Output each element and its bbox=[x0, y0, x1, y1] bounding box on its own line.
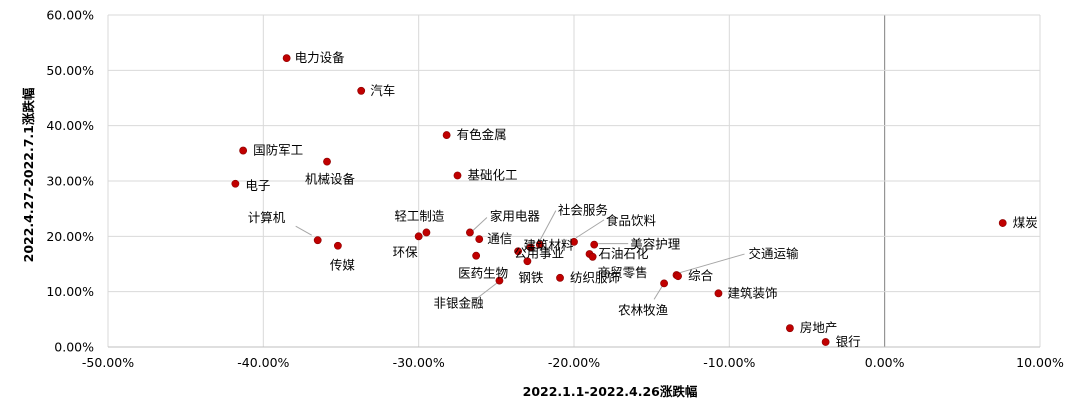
point-label: 农林牧渔 bbox=[618, 302, 668, 317]
point-label: 传媒 bbox=[330, 258, 356, 273]
point-label: 石油石化 bbox=[599, 246, 650, 261]
data-point bbox=[239, 146, 248, 155]
point-label: 交通运输 bbox=[749, 246, 800, 261]
x-tick-label: 0.00% bbox=[865, 355, 905, 370]
x-tick-label: -50.00% bbox=[82, 355, 134, 370]
data-point bbox=[323, 157, 331, 166]
x-tick-label: -40.00% bbox=[237, 355, 289, 370]
point-label: 房地产 bbox=[800, 320, 838, 335]
y-tick-label: 10.00% bbox=[46, 284, 94, 299]
point-label: 纺织服饰 bbox=[570, 270, 620, 285]
data-point bbox=[590, 240, 599, 249]
point-label: 环保 bbox=[393, 244, 419, 259]
point-label: 煤炭 bbox=[1013, 215, 1038, 230]
data-point bbox=[475, 235, 484, 243]
data-point bbox=[472, 251, 481, 260]
point-label: 有色金属 bbox=[457, 127, 507, 142]
point-label: 家用电器 bbox=[490, 208, 541, 223]
data-point bbox=[466, 228, 474, 237]
point-label: 钢铁 bbox=[518, 270, 544, 285]
data-point bbox=[535, 240, 544, 249]
x-tick-label: -20.00% bbox=[548, 355, 600, 370]
point-label: 计算机 bbox=[248, 210, 286, 225]
point-label: 国防军工 bbox=[253, 143, 303, 158]
point-label: 银行 bbox=[836, 334, 861, 349]
leader-line bbox=[575, 219, 605, 239]
leader-line bbox=[472, 217, 488, 231]
point-label: 社会服务 bbox=[558, 203, 608, 218]
data-point bbox=[282, 54, 291, 63]
point-label: 通信 bbox=[487, 231, 512, 246]
point-label: 商贸零售 bbox=[598, 265, 648, 280]
data-point bbox=[786, 324, 794, 333]
point-label: 美容护理 bbox=[630, 237, 681, 252]
data-point bbox=[714, 289, 723, 298]
leader-line bbox=[539, 210, 557, 241]
point-label: 轻工制造 bbox=[394, 208, 445, 223]
point-label: 汽车 bbox=[370, 83, 395, 98]
data-point bbox=[821, 338, 830, 346]
point-label: 食品饮料 bbox=[606, 213, 657, 228]
point-label: 建筑材料 bbox=[524, 237, 575, 252]
leader-line bbox=[295, 225, 312, 236]
data-point bbox=[422, 228, 431, 237]
data-point bbox=[333, 241, 342, 250]
tick-labels: -50.00% -40.00% -30.00% -20.00% -10.00% 0.00%… bbox=[46, 8, 1064, 371]
data-point bbox=[570, 237, 578, 246]
data-point bbox=[674, 272, 682, 281]
data-points bbox=[231, 54, 1007, 346]
point-label: 机械设备 bbox=[305, 172, 356, 187]
point-label: 综合 bbox=[688, 268, 714, 283]
x-tick-label: -30.00% bbox=[393, 355, 445, 370]
x-tick-label: 10.00% bbox=[1016, 355, 1064, 370]
point-label: 电力设备 bbox=[295, 50, 346, 65]
data-point bbox=[588, 252, 597, 261]
y-axis-title: 2022.4.27-2022.7.1涨跌幅 bbox=[21, 87, 36, 262]
data-point bbox=[998, 219, 1007, 227]
point-label: 医药生物 bbox=[458, 266, 508, 281]
data-point bbox=[556, 273, 564, 282]
point-label: 基础化工 bbox=[468, 167, 518, 182]
y-tick-label: 40.00% bbox=[46, 118, 94, 133]
data-point bbox=[514, 247, 522, 256]
y-tick-label: 0.00% bbox=[54, 340, 94, 355]
leader-line bbox=[678, 253, 745, 274]
point-label: 建筑装饰 bbox=[727, 285, 777, 300]
label-leader-lines bbox=[295, 210, 745, 303]
leader-line bbox=[471, 282, 498, 303]
point-label: 非银金融 bbox=[433, 296, 484, 311]
point-label: 公用事业 bbox=[514, 245, 564, 260]
grid-lines bbox=[107, 14, 1041, 348]
x-axis-title: 2022.1.1-2022.4.26涨跌幅 bbox=[523, 384, 698, 399]
leader-line bbox=[653, 286, 663, 300]
y-tick-label: 60.00% bbox=[46, 8, 94, 23]
y-tick-label: 20.00% bbox=[46, 229, 94, 244]
y-tick-label: 30.00% bbox=[46, 174, 94, 189]
data-point bbox=[442, 131, 451, 139]
data-point bbox=[357, 86, 366, 95]
data-point bbox=[231, 179, 240, 188]
data-point bbox=[414, 232, 423, 241]
y-tick-label: 50.00% bbox=[46, 63, 94, 78]
point-label: 电子 bbox=[245, 178, 270, 193]
data-point bbox=[523, 257, 532, 266]
data-point bbox=[313, 236, 322, 245]
x-tick-label: -10.00% bbox=[703, 355, 755, 370]
data-point bbox=[495, 276, 504, 285]
data-point bbox=[526, 243, 535, 252]
data-point bbox=[453, 171, 462, 180]
data-point bbox=[660, 279, 668, 288]
